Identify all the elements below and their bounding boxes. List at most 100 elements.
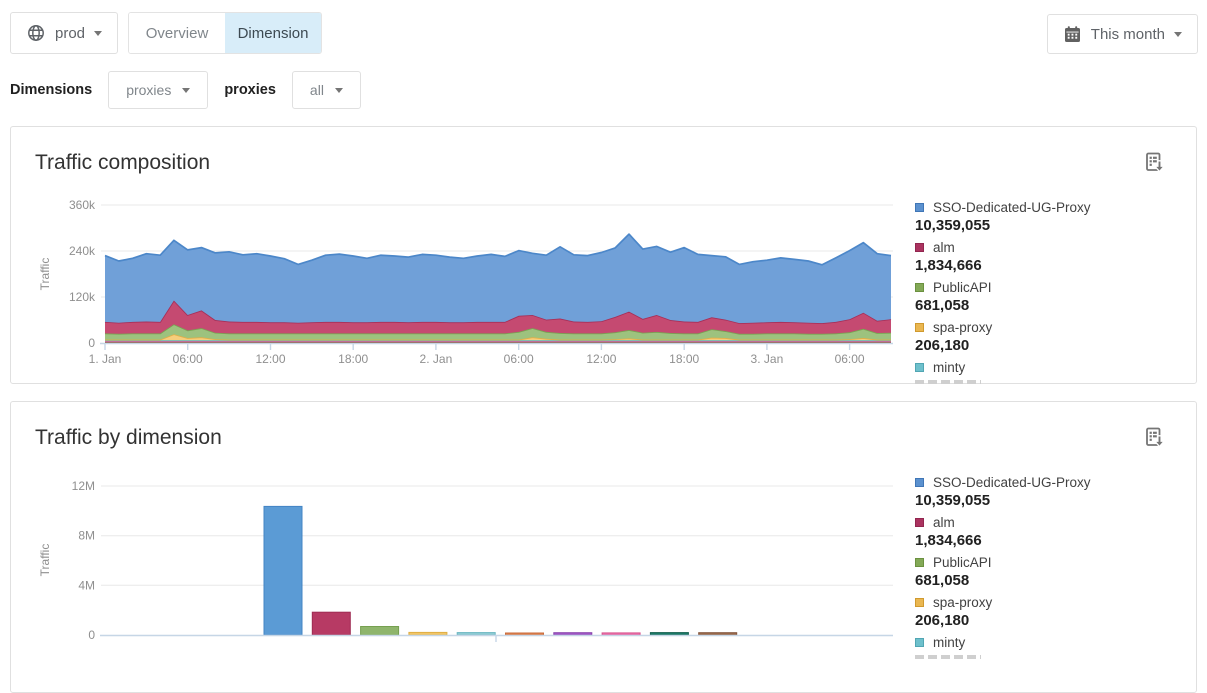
svg-text:06:00: 06:00 [173,352,203,366]
legend-value: 206,180 [915,612,970,629]
legend-value: 1,834,666 [915,532,982,549]
svg-text:0: 0 [88,628,95,642]
legend-label: SSO-Dedicated-UG-Proxy [933,474,1091,490]
environment-selector[interactable]: prod [10,12,119,54]
chart-row: 0 4M 8M 12M Traffic SSO-Dedicated-UG-Proxy 10… [35,467,1172,672]
svg-text:360k: 360k [69,198,96,212]
legend-swatch [915,517,924,527]
legend-item[interactable]: SSO-Dedicated-UG-Proxy 10,359,055 [915,472,1165,512]
legend-swatch [915,557,924,567]
svg-text:18:00: 18:00 [338,352,368,366]
proxies-label: proxies [224,82,276,98]
dimension-select[interactable]: proxies [108,71,209,109]
legend-label: spa-proxy [933,319,993,335]
view-tabs: Overview Dimension [128,12,323,54]
environment-label: prod [55,24,86,42]
legend: SSO-Dedicated-UG-Proxy 10,359,055 alm 1,834… [915,192,1165,397]
svg-text:120k: 120k [69,290,96,304]
bar-other-orange[interactable] [505,632,544,636]
filter-bar: Dimensions proxies proxies all [0,54,1207,109]
bar-PublicAPI[interactable] [360,626,400,636]
traffic-composition-area-chart[interactable]: 0 120k 240k 360k 1. Jan 06:00 12:00 18:00 2. Jan… [35,192,915,370]
bar-other-pink[interactable] [601,632,641,636]
svg-text:12:00: 12:00 [255,352,285,366]
legend-item[interactable]: minty [915,357,1165,397]
bar-SSO-Dedicated-UG-Proxy[interactable] [263,505,303,636]
legend-swatch [915,362,924,372]
tab-overview[interactable]: Overview [129,13,226,53]
legend-swatch [915,637,924,647]
bar-alm[interactable] [311,611,351,636]
svg-text:2. Jan: 2. Jan [420,352,453,366]
svg-text:240k: 240k [69,244,96,258]
svg-text:3. Jan: 3. Jan [751,352,784,366]
legend-value-clipped [915,655,981,659]
legend-value: 10,359,055 [915,217,991,234]
legend-value: 681,058 [915,297,970,314]
date-range-selector[interactable]: This month [1046,14,1198,54]
svg-text:06:00: 06:00 [835,352,865,366]
legend-label: alm [933,514,955,530]
bar-spa-proxy[interactable] [408,631,448,636]
dimensions-label: Dimensions [10,82,93,98]
legend-value: 1,834,666 [915,257,982,274]
svg-text:12:00: 12:00 [586,352,616,366]
svg-text:1. Jan: 1. Jan [89,352,122,366]
traffic-composition-card: Traffic composition 0 120k 240k 360k 1. Jan 0… [10,126,1197,384]
download-report-icon[interactable] [1143,426,1166,450]
calendar-icon [1063,25,1082,44]
chevron-down-icon [1174,32,1182,37]
legend-item[interactable]: alm 1,834,666 [915,237,1165,277]
svg-text:8M: 8M [78,529,95,543]
legend-value: 10,359,055 [915,492,991,509]
chevron-down-icon [94,31,103,36]
legend-swatch [915,242,924,252]
chevron-down-icon [182,88,191,93]
scope-select[interactable]: all [291,71,361,109]
legend-swatch [915,597,924,607]
svg-text:0: 0 [88,336,95,350]
globe-icon [26,23,46,43]
legend-label: SSO-Dedicated-UG-Proxy [933,199,1091,215]
legend-item[interactable]: spa-proxy 206,180 [915,317,1165,357]
legend-item[interactable]: SSO-Dedicated-UG-Proxy 10,359,055 [915,197,1165,237]
legend-value-clipped [915,380,981,384]
svg-text:18:00: 18:00 [669,352,699,366]
svg-text:4M: 4M [78,578,95,592]
legend-label: alm [933,239,955,255]
legend-label: spa-proxy [933,594,993,610]
dimension-select-value: proxies [126,82,172,98]
bar-minty[interactable] [456,632,496,636]
legend-label: PublicAPI [933,279,992,295]
legend-label: minty [933,359,966,375]
bar-other-teal[interactable] [649,632,689,636]
svg-text:Traffic: Traffic [38,544,52,577]
date-range-label: This month [1090,25,1165,43]
legend: SSO-Dedicated-UG-Proxy 10,359,055 alm 1,834… [915,467,1165,672]
legend-item[interactable]: alm 1,834,666 [915,512,1165,552]
legend-swatch [915,282,924,292]
traffic-by-dimension-bar-chart[interactable]: 0 4M 8M 12M Traffic [35,467,915,667]
legend-swatch [915,322,924,332]
legend-item[interactable]: minty [915,632,1165,672]
legend-item[interactable]: PublicAPI 681,058 [915,552,1165,592]
card-title: Traffic composition [35,151,211,174]
legend-value: 681,058 [915,572,970,589]
chart-row: 0 120k 240k 360k 1. Jan 06:00 12:00 18:00 2. Jan… [35,192,1172,397]
bar-other-purple[interactable] [553,632,593,636]
legend-value: 206,180 [915,337,970,354]
bar-other-brown[interactable] [698,632,738,636]
legend-item[interactable]: PublicAPI 681,058 [915,277,1165,317]
download-report-icon[interactable] [1143,151,1166,175]
card-title: Traffic by dimension [35,426,222,449]
svg-text:12M: 12M [72,479,95,493]
legend-item[interactable]: spa-proxy 206,180 [915,592,1165,632]
svg-text:06:00: 06:00 [504,352,534,366]
legend-label: PublicAPI [933,554,992,570]
chevron-down-icon [334,88,343,93]
tab-dimension[interactable]: Dimension [225,13,322,53]
legend-swatch [915,202,924,212]
top-bar: prod Overview Dimension This month [0,0,1207,54]
legend-swatch [915,477,924,487]
scope-select-value: all [309,82,324,98]
